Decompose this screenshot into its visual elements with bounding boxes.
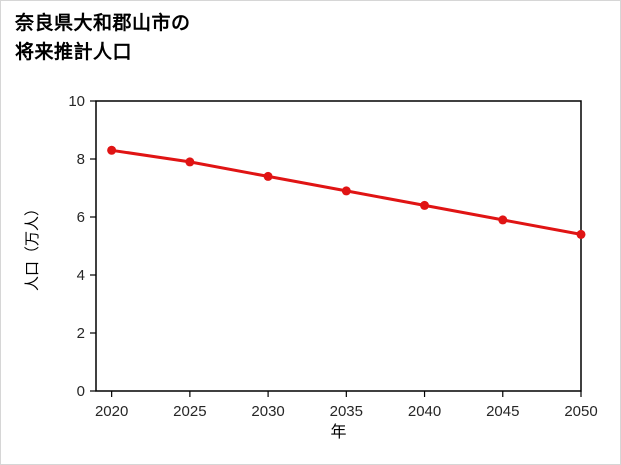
data-point-marker — [576, 229, 586, 239]
data-point-marker — [341, 186, 351, 196]
plot-border — [95, 100, 582, 392]
data-point-marker — [263, 171, 273, 181]
chart-title: 奈良県大和郡山市の 将来推計人口 — [15, 9, 191, 68]
y-tick-label: 2 — [77, 325, 85, 342]
x-tick-label: 2035 — [330, 403, 363, 420]
y-tick-label: 0 — [77, 383, 85, 400]
y-axis-title: 人口（万人） — [24, 201, 41, 291]
x-tick-label: 2050 — [564, 403, 597, 420]
data-point-marker — [185, 157, 195, 167]
x-tick-label: 2040 — [408, 403, 441, 420]
data-point-marker — [420, 200, 430, 210]
chart-title-line-1: 奈良県大和郡山市の — [15, 13, 191, 34]
y-tick-label: 8 — [77, 151, 85, 168]
x-axis-title: 年 — [330, 423, 346, 441]
x-tick-label: 2025 — [173, 403, 206, 420]
y-tick-label: 10 — [68, 93, 85, 110]
x-tick-label: 2045 — [486, 403, 519, 420]
chart-title-line-2: 将来推計人口 — [15, 42, 133, 64]
x-tick-label: 2020 — [95, 403, 128, 420]
x-tick-label: 2030 — [251, 403, 284, 420]
data-point-marker — [498, 215, 508, 225]
y-tick-label: 6 — [77, 209, 85, 226]
y-tick-label: 4 — [77, 267, 85, 284]
data-point-marker — [107, 145, 117, 155]
